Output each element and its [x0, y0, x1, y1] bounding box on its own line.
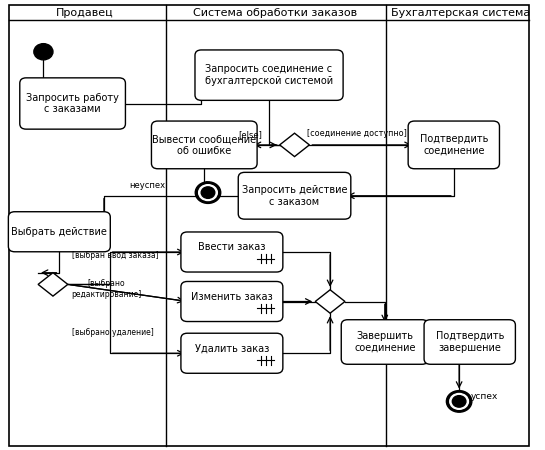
FancyBboxPatch shape	[20, 78, 125, 129]
Circle shape	[34, 44, 53, 60]
Circle shape	[195, 182, 221, 203]
Polygon shape	[280, 133, 310, 157]
FancyBboxPatch shape	[9, 4, 529, 446]
Text: Запросить работу
с заказами: Запросить работу с заказами	[26, 93, 119, 114]
FancyBboxPatch shape	[408, 121, 499, 169]
Text: Система обработки заказов: Система обработки заказов	[193, 8, 358, 18]
FancyBboxPatch shape	[341, 320, 428, 364]
Circle shape	[450, 393, 469, 410]
FancyBboxPatch shape	[8, 212, 110, 252]
Circle shape	[452, 396, 466, 407]
Text: [выбрано
редактирование]: [выбрано редактирование]	[71, 279, 142, 299]
Text: Подтвердить
соединение: Подтвердить соединение	[420, 134, 488, 156]
Text: Вывести сообщение
об ошибке: Вывести сообщение об ошибке	[152, 134, 256, 156]
Text: Запросить действие
с заказом: Запросить действие с заказом	[242, 185, 347, 207]
Text: Ввести заказ: Ввести заказ	[198, 243, 265, 252]
Text: [else]: [else]	[238, 130, 262, 140]
Polygon shape	[315, 290, 345, 313]
FancyBboxPatch shape	[181, 282, 283, 321]
Circle shape	[446, 391, 472, 412]
Polygon shape	[38, 273, 68, 296]
Circle shape	[198, 184, 217, 201]
Text: [выбран ввод заказа]: [выбран ввод заказа]	[71, 251, 158, 260]
Text: успех: успех	[471, 392, 498, 401]
FancyBboxPatch shape	[238, 172, 351, 219]
Text: Выбрать действие: Выбрать действие	[11, 227, 107, 237]
Text: Продавец: Продавец	[56, 8, 113, 18]
Text: Запросить соединение с
бухгалтерской системой: Запросить соединение с бухгалтерской сис…	[205, 64, 333, 86]
Text: Удалить заказ: Удалить заказ	[195, 344, 269, 354]
Text: [выбрано удаление]: [выбрано удаление]	[71, 328, 153, 337]
Text: Бухгалтерская система: Бухгалтерская система	[391, 8, 530, 18]
Text: Изменить заказ: Изменить заказ	[191, 292, 272, 302]
Text: [соединение доступно]: [соединение доступно]	[307, 129, 407, 138]
Text: Подтвердить
завершение: Подтвердить завершение	[435, 331, 504, 353]
Text: неуспех: неуспех	[129, 181, 166, 190]
FancyBboxPatch shape	[181, 333, 283, 374]
Circle shape	[201, 187, 215, 198]
FancyBboxPatch shape	[181, 232, 283, 272]
FancyBboxPatch shape	[424, 320, 516, 364]
FancyBboxPatch shape	[195, 50, 343, 100]
Text: Завершить
соединение: Завершить соединение	[354, 331, 415, 353]
FancyBboxPatch shape	[152, 121, 257, 169]
